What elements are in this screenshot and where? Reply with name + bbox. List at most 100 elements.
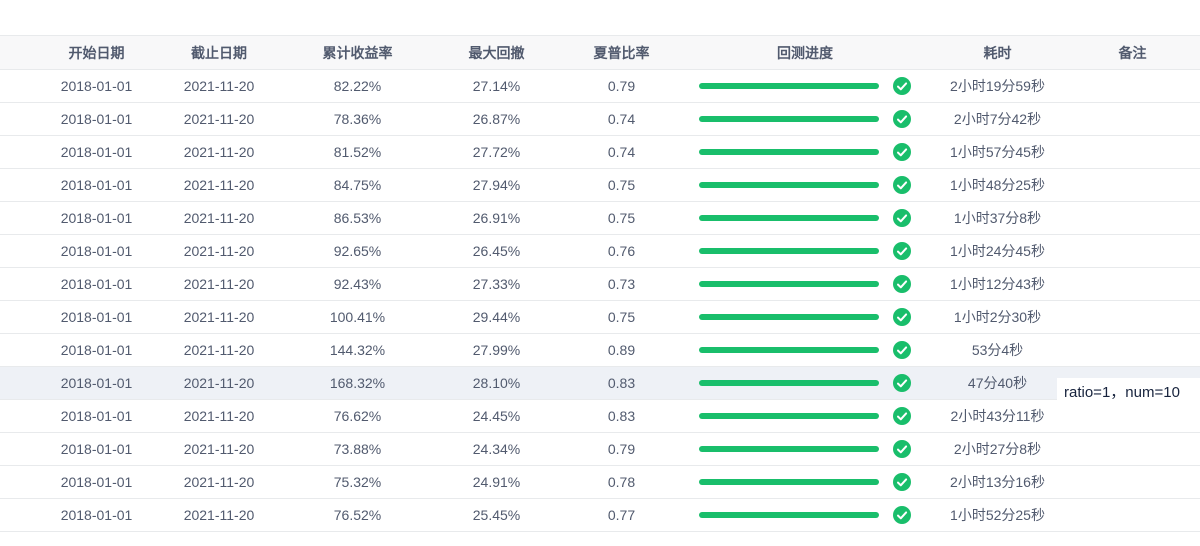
table-row[interactable]: 2018-01-01 2021-11-20 92.65% 26.45% 0.76…: [0, 234, 1200, 268]
cell-elapsed: 1小时52分25秒: [930, 498, 1065, 532]
progress-bar: [699, 182, 879, 188]
cell-cum-return: 75.32%: [285, 465, 430, 499]
table-row[interactable]: 2018-01-01 2021-11-20 78.36% 26.87% 0.74…: [0, 102, 1200, 136]
cell-progress: [680, 69, 930, 103]
cell-progress: [680, 432, 930, 466]
cell-sharpe: 0.73: [563, 267, 680, 301]
cell-max-drawdown: 25.45%: [430, 498, 563, 532]
progress-indicator: [680, 209, 930, 227]
table-row[interactable]: 2018-01-01 2021-11-20 100.41% 29.44% 0.7…: [0, 300, 1200, 334]
cell-elapsed: 1小时57分45秒: [930, 135, 1065, 169]
table-row[interactable]: 2018-01-01 2021-11-20 73.88% 24.34% 0.79…: [0, 432, 1200, 466]
cell-progress: [680, 498, 930, 532]
cell-end-date: 2021-11-20: [153, 465, 285, 499]
progress-bar: [699, 149, 879, 155]
cell-sharpe: 0.76: [563, 234, 680, 268]
cell-end-date: 2021-11-20: [153, 168, 285, 202]
cell-end-date: 2021-11-20: [153, 234, 285, 268]
table-row[interactable]: 2018-01-01 2021-11-20 144.32% 27.99% 0.8…: [0, 333, 1200, 367]
column-header-cum-return: 累计收益率: [285, 35, 430, 70]
success-check-circle-icon: [893, 473, 911, 491]
table-row[interactable]: 2018-01-01 2021-11-20 81.52% 27.72% 0.74…: [0, 135, 1200, 169]
cell-max-drawdown: 24.45%: [430, 399, 563, 433]
progress-indicator: [680, 275, 930, 293]
cell-end-date: 2021-11-20: [153, 102, 285, 136]
cell-max-drawdown: 26.45%: [430, 234, 563, 268]
progress-bar: [699, 314, 879, 320]
success-check-circle-icon: [893, 242, 911, 260]
cell-start-date: 2018-01-01: [0, 498, 153, 532]
progress-bar: [699, 512, 879, 518]
cell-start-date: 2018-01-01: [0, 465, 153, 499]
table-row[interactable]: 2018-01-01 2021-11-20 168.32% 28.10% 0.8…: [0, 366, 1200, 400]
table-row[interactable]: 2018-01-01 2021-11-20 75.32% 24.91% 0.78…: [0, 465, 1200, 499]
cell-note: [1065, 69, 1200, 103]
cell-start-date: 2018-01-01: [0, 399, 153, 433]
progress-indicator: [680, 374, 930, 392]
cell-start-date: 2018-01-01: [0, 168, 153, 202]
cell-elapsed: 1小时24分45秒: [930, 234, 1065, 268]
cell-end-date: 2021-11-20: [153, 366, 285, 400]
cell-note: [1065, 333, 1200, 367]
cell-elapsed: 53分4秒: [930, 333, 1065, 367]
cell-max-drawdown: 27.14%: [430, 69, 563, 103]
progress-indicator: [680, 506, 930, 524]
cell-cum-return: 76.52%: [285, 498, 430, 532]
cell-note: [1065, 432, 1200, 466]
cell-end-date: 2021-11-20: [153, 267, 285, 301]
cell-elapsed: 1小时2分30秒: [930, 300, 1065, 334]
table-row[interactable]: 2018-01-01 2021-11-20 82.22% 27.14% 0.79…: [0, 69, 1200, 103]
cell-sharpe: 0.79: [563, 432, 680, 466]
cell-sharpe: 0.75: [563, 201, 680, 235]
cell-max-drawdown: 29.44%: [430, 300, 563, 334]
success-check-circle-icon: [893, 308, 911, 326]
cell-cum-return: 84.75%: [285, 168, 430, 202]
cell-cum-return: 144.32%: [285, 333, 430, 367]
cell-sharpe: 0.74: [563, 102, 680, 136]
table-row[interactable]: 2018-01-01 2021-11-20 86.53% 26.91% 0.75…: [0, 201, 1200, 235]
cell-sharpe: 0.79: [563, 69, 680, 103]
cell-start-date: 2018-01-01: [0, 69, 153, 103]
cell-max-drawdown: 26.91%: [430, 201, 563, 235]
cell-end-date: 2021-11-20: [153, 300, 285, 334]
table-row[interactable]: 2018-01-01 2021-11-20 92.43% 27.33% 0.73…: [0, 267, 1200, 301]
cell-elapsed: 2小时27分8秒: [930, 432, 1065, 466]
cell-note: [1065, 135, 1200, 169]
cell-start-date: 2018-01-01: [0, 366, 153, 400]
table-row[interactable]: 2018-01-01 2021-11-20 76.62% 24.45% 0.83…: [0, 399, 1200, 433]
note-tooltip: ratio=1，num=10: [1057, 378, 1200, 408]
success-check-circle-icon: [893, 110, 911, 128]
cell-progress: [680, 234, 930, 268]
column-header-progress: 回测进度: [680, 35, 930, 70]
cell-elapsed: 1小时48分25秒: [930, 168, 1065, 202]
cell-elapsed: 1小时37分8秒: [930, 201, 1065, 235]
success-check-circle-icon: [893, 143, 911, 161]
cell-elapsed: 2小时7分42秒: [930, 102, 1065, 136]
cell-sharpe: 0.77: [563, 498, 680, 532]
progress-bar: [699, 380, 879, 386]
top-spacer: [0, 0, 1200, 35]
cell-cum-return: 168.32%: [285, 366, 430, 400]
cell-max-drawdown: 24.91%: [430, 465, 563, 499]
cell-elapsed: 2小时13分16秒: [930, 465, 1065, 499]
table-row[interactable]: 2018-01-01 2021-11-20 76.52% 25.45% 0.77…: [0, 498, 1200, 532]
success-check-circle-icon: [893, 341, 911, 359]
cell-sharpe: 0.89: [563, 333, 680, 367]
cell-cum-return: 81.52%: [285, 135, 430, 169]
progress-indicator: [680, 77, 930, 95]
cell-elapsed: 2小时43分11秒: [930, 399, 1065, 433]
cell-end-date: 2021-11-20: [153, 69, 285, 103]
cell-end-date: 2021-11-20: [153, 432, 285, 466]
cell-end-date: 2021-11-20: [153, 333, 285, 367]
cell-start-date: 2018-01-01: [0, 135, 153, 169]
progress-indicator: [680, 176, 930, 194]
column-header-start-date: 开始日期: [0, 35, 153, 70]
cell-max-drawdown: 27.99%: [430, 333, 563, 367]
progress-bar: [699, 281, 879, 287]
table-row[interactable]: 2018-01-01 2021-11-20 84.75% 27.94% 0.75…: [0, 168, 1200, 202]
success-check-circle-icon: [893, 209, 911, 227]
cell-max-drawdown: 27.94%: [430, 168, 563, 202]
cell-note: [1065, 201, 1200, 235]
cell-progress: [680, 366, 930, 400]
progress-bar: [699, 83, 879, 89]
